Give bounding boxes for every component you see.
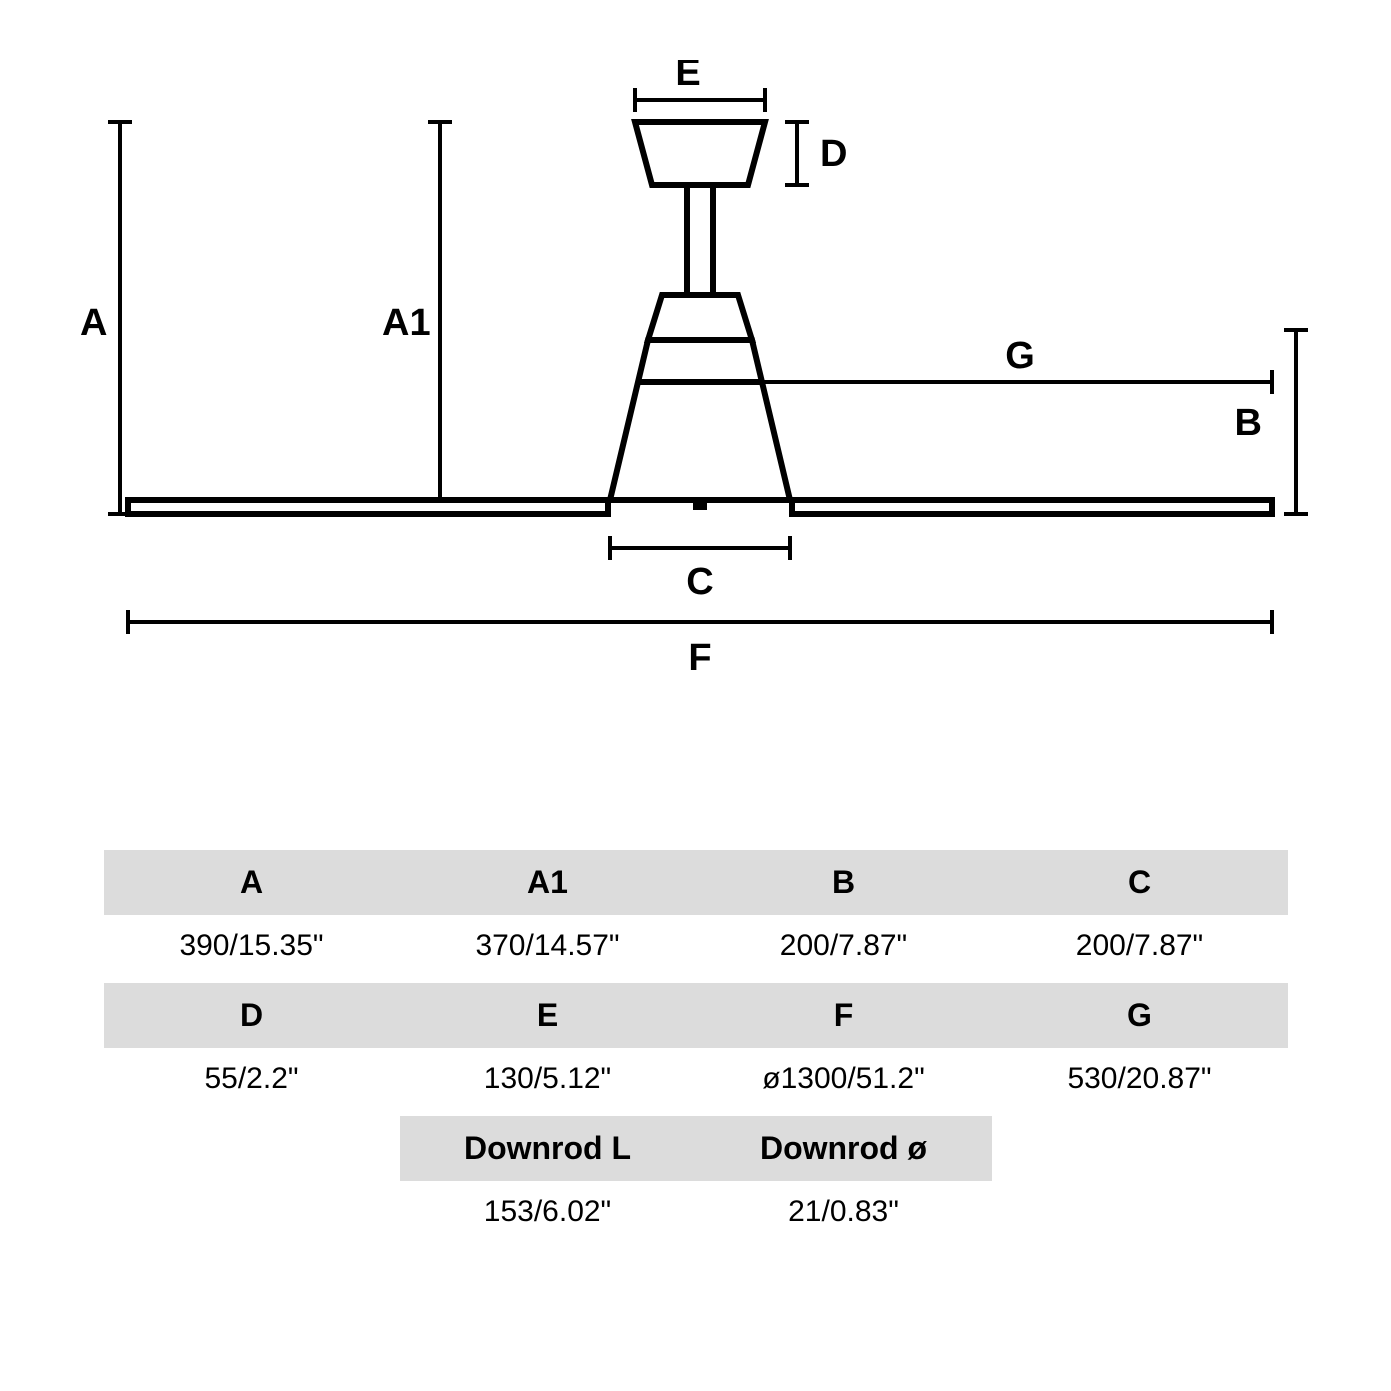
table-row: Downrod L Downrod ø <box>80 1116 1311 1181</box>
dim-label-e: E <box>675 60 700 94</box>
table-row: D E F G <box>80 983 1311 1048</box>
dim-label-a1: A1 <box>382 302 431 344</box>
table-row: 390/15.35" 370/14.57" 200/7.87" 200/7.87… <box>80 915 1311 977</box>
table-header: F <box>696 983 992 1048</box>
table-header: Downrod L <box>400 1116 696 1181</box>
table-header: A1 <box>400 850 696 915</box>
table-header: C <box>992 850 1288 915</box>
table-header: A <box>104 850 400 915</box>
dimensions-table: A A1 B C 390/15.35" 370/14.57" 200/7.87"… <box>80 850 1311 1243</box>
table-value: 153/6.02" <box>400 1181 696 1243</box>
dim-label-g: G <box>1005 335 1035 377</box>
table-header: D <box>104 983 400 1048</box>
table-row: A A1 B C <box>80 850 1311 915</box>
table-value: 530/20.87" <box>992 1048 1288 1110</box>
table-header: E <box>400 983 696 1048</box>
table-value: ø1300/51.2" <box>696 1048 992 1110</box>
dim-label-b: B <box>1235 402 1262 444</box>
table-row: 153/6.02" 21/0.83" <box>80 1181 1311 1243</box>
dimension-diagram: A A1 E D <box>80 60 1311 680</box>
table-value: 370/14.57" <box>400 915 696 977</box>
table-value: 200/7.87" <box>696 915 992 977</box>
table-value: 55/2.2" <box>104 1048 400 1110</box>
table-value: 21/0.83" <box>696 1181 992 1243</box>
dim-label-d: D <box>820 133 847 175</box>
table-value: 200/7.87" <box>992 915 1288 977</box>
table-header: B <box>696 850 992 915</box>
table-row: 55/2.2" 130/5.12" ø1300/51.2" 530/20.87" <box>80 1048 1311 1110</box>
table-value: 390/15.35" <box>104 915 400 977</box>
table-header: Downrod ø <box>696 1116 992 1181</box>
table-header: G <box>992 983 1288 1048</box>
table-value: 130/5.12" <box>400 1048 696 1110</box>
dim-label-f: F <box>688 637 711 679</box>
dim-label-a: A <box>80 302 107 344</box>
dim-label-c: C <box>686 561 713 603</box>
